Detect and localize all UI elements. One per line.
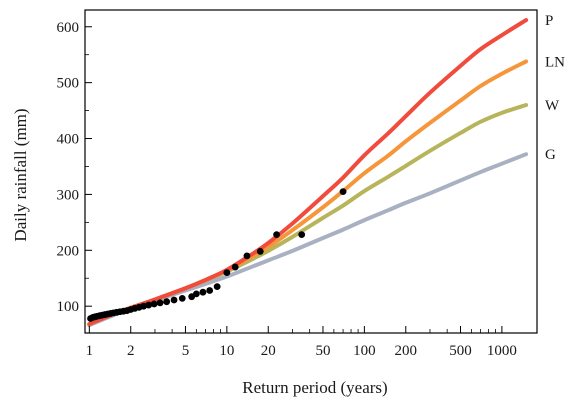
data-point (213, 283, 221, 291)
x-tick-label: 100 (353, 343, 376, 359)
data-point (273, 231, 280, 239)
x-tick-label: 20 (261, 343, 276, 359)
curve-label-g: G (545, 147, 556, 163)
data-point (231, 263, 239, 271)
data-point (256, 248, 264, 255)
x-tick-label: 200 (395, 343, 418, 359)
y-tick-label: 100 (57, 299, 80, 315)
x-tick-label: 1000 (487, 343, 517, 359)
data-point (170, 296, 178, 304)
x-tick-label: 1 (86, 343, 94, 359)
plot-border (84, 9, 538, 334)
x-tick-label: 2 (127, 343, 135, 359)
y-axis-ticks: 100 200 300 400 500 600 (57, 20, 92, 315)
data-point (298, 231, 306, 239)
x-axis-ticks: 1 2 5 10 20 50 100 200 500 1000 (86, 326, 517, 359)
curve-label-p: P (545, 13, 553, 29)
x-tick-label: 5 (182, 343, 190, 359)
x-axis-title: Return period (years) (242, 378, 387, 397)
data-point (339, 188, 347, 196)
plot-frame (84, 9, 538, 334)
curve-w (87, 103, 529, 327)
data-point (243, 252, 251, 260)
y-tick-label: 300 (57, 187, 80, 203)
x-tick-label: 50 (315, 343, 330, 359)
data-point (192, 290, 200, 298)
data-point (156, 299, 164, 307)
y-tick-label: 500 (57, 76, 80, 92)
y-axis-title: Daily rainfall (mm) (11, 108, 30, 241)
data-point (178, 294, 186, 302)
fitted-curves (87, 18, 529, 328)
data-point (206, 287, 214, 294)
data-point (145, 301, 153, 309)
curve-p (87, 18, 529, 327)
data-point (223, 269, 231, 277)
x-tick-label: 500 (449, 343, 472, 359)
curve-ln (87, 59, 529, 327)
curve-label-w: W (545, 98, 560, 114)
data-point (140, 302, 147, 310)
observed-points (87, 188, 347, 322)
x-tick-label: 10 (219, 343, 234, 359)
y-tick-label: 400 (57, 132, 80, 148)
curve-label-ln: LN (545, 54, 565, 70)
curve-labels: P LN W G (545, 13, 565, 163)
y-tick-label: 200 (57, 243, 80, 259)
y-tick-label: 600 (57, 20, 80, 36)
data-point (199, 288, 207, 296)
data-point (150, 300, 158, 308)
data-point (163, 298, 171, 306)
